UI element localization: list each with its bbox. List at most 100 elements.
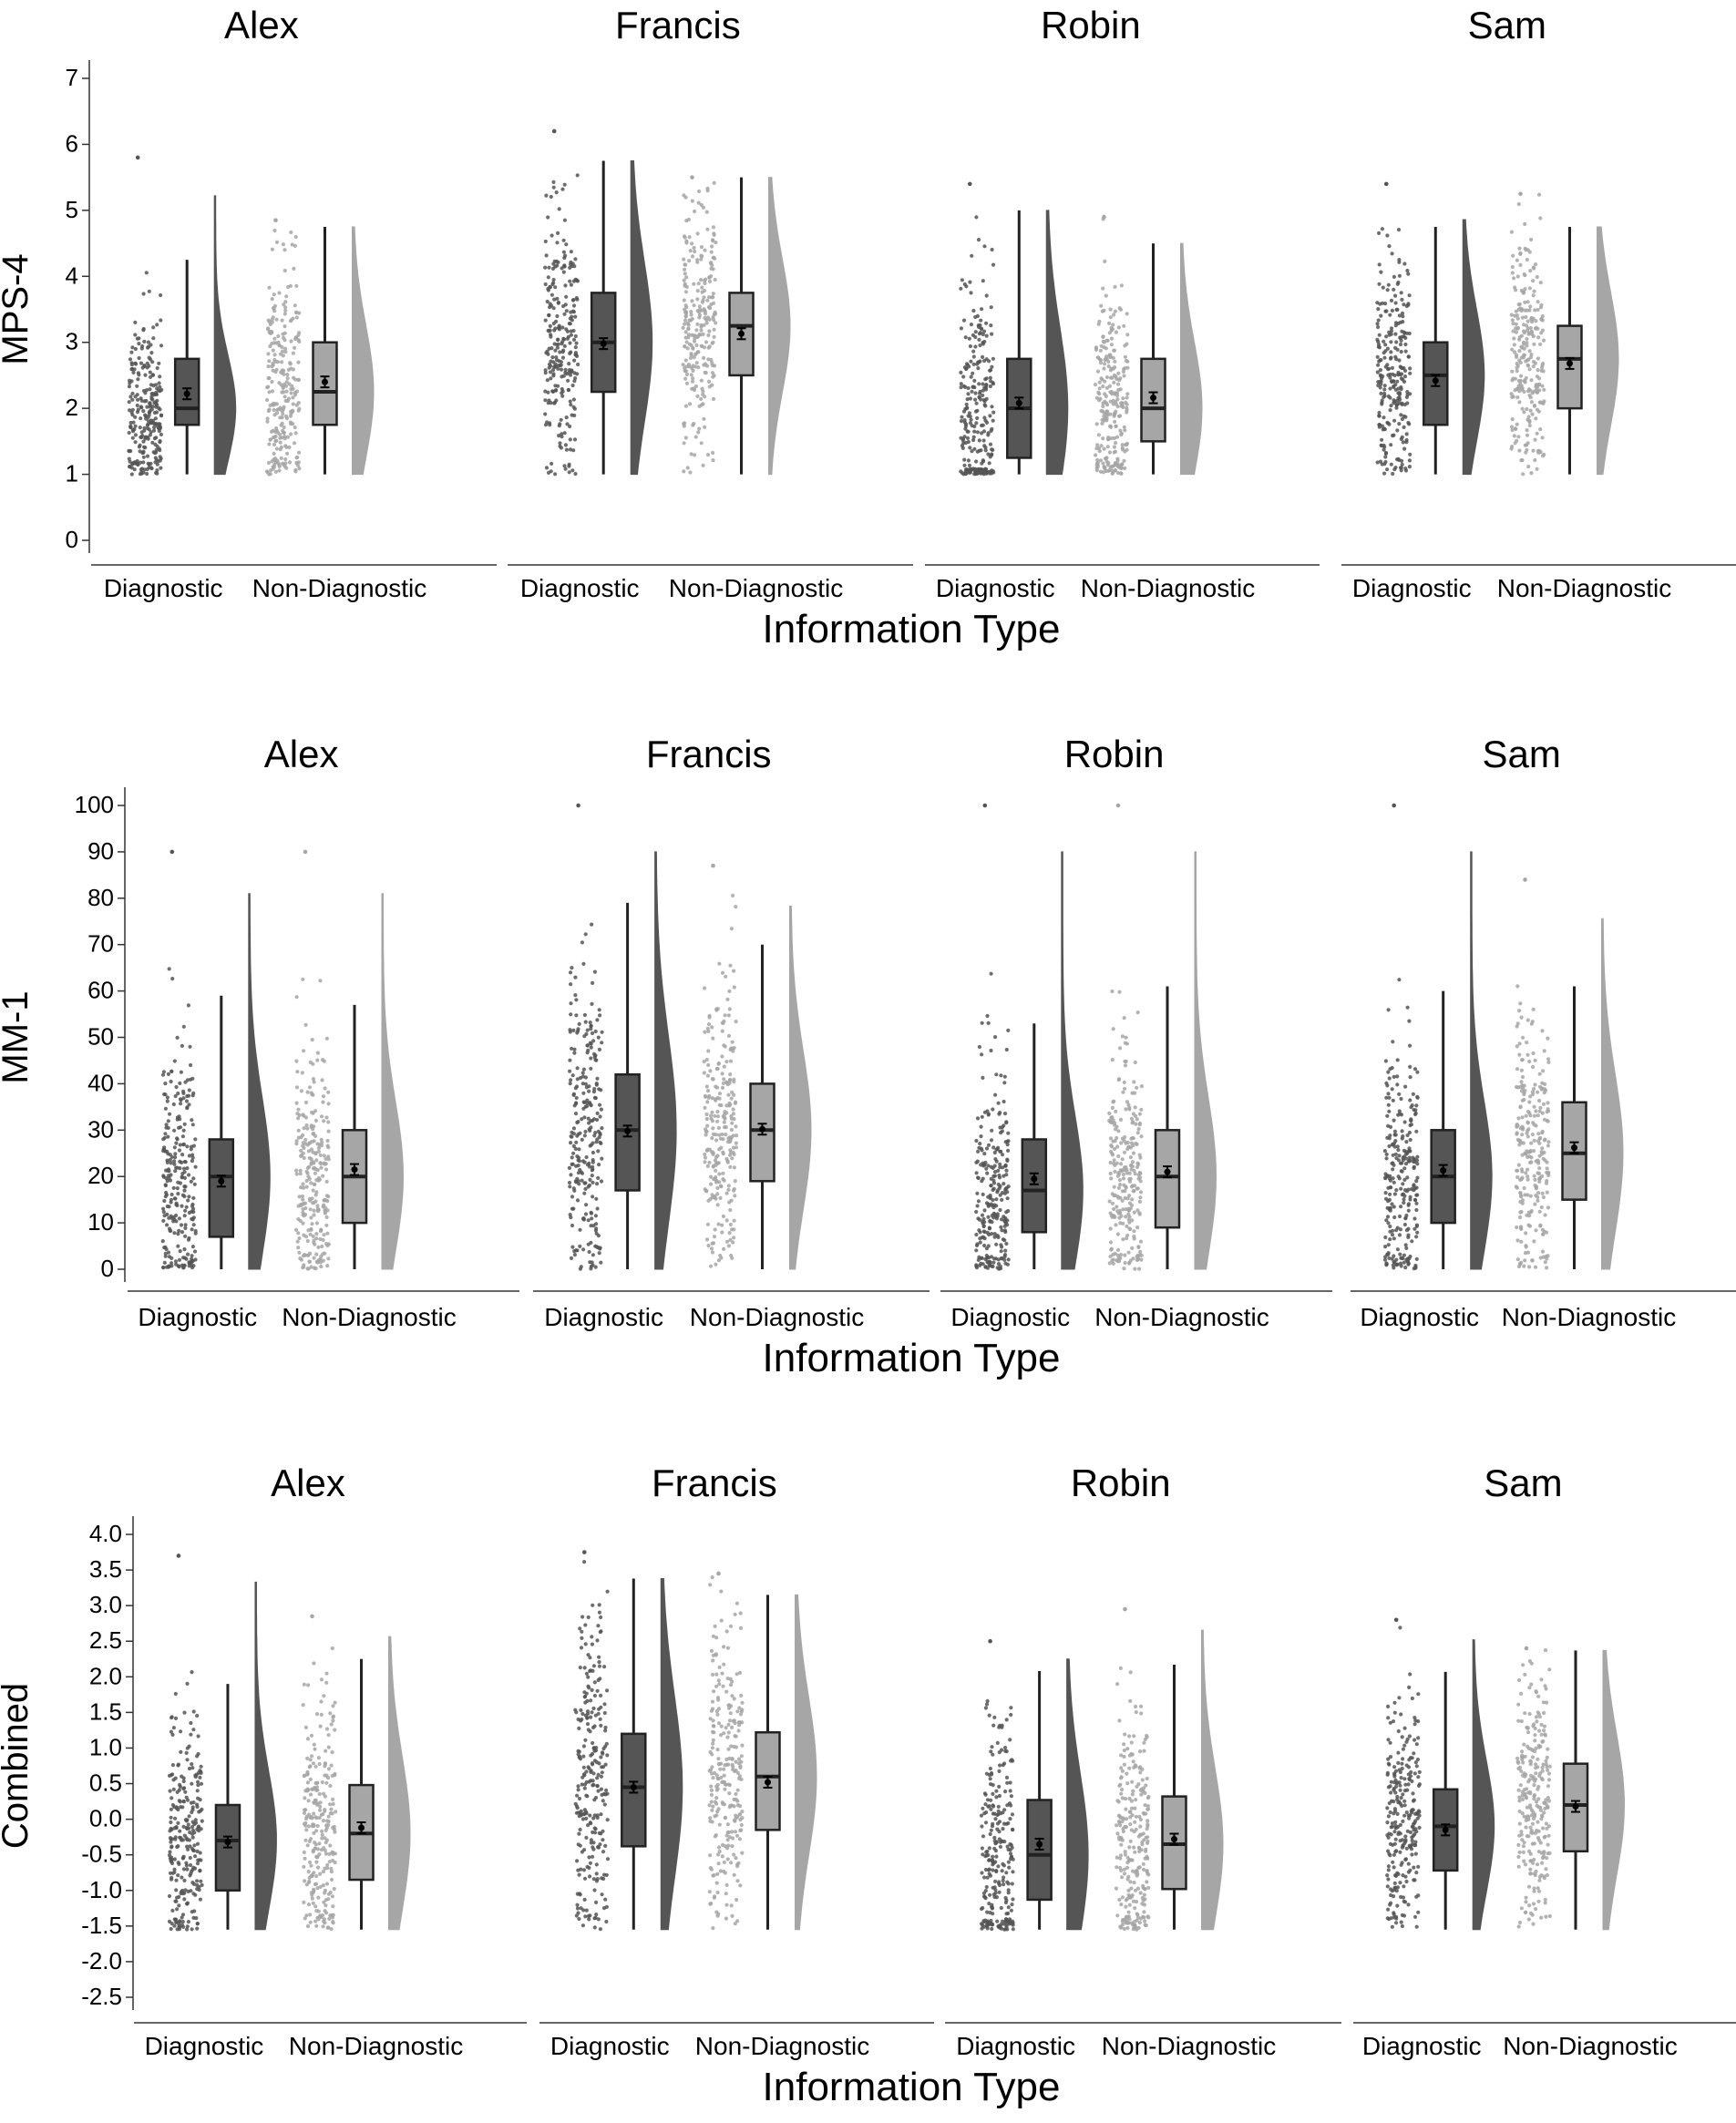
data-point — [692, 355, 696, 360]
density-cloud — [1470, 851, 1493, 1270]
data-point — [151, 428, 157, 433]
data-point — [294, 1168, 299, 1173]
data-point — [1520, 1115, 1525, 1120]
data-point — [1383, 349, 1388, 354]
data-point — [307, 1839, 312, 1843]
data-point — [185, 1093, 190, 1099]
data-point — [975, 1116, 981, 1121]
data-point — [331, 1904, 335, 1909]
data-point — [560, 394, 565, 398]
data-point — [315, 1058, 320, 1062]
data-point — [137, 342, 141, 346]
data-point — [198, 1775, 202, 1779]
data-point — [600, 1041, 604, 1045]
data-point — [556, 231, 560, 235]
data-point — [1525, 441, 1530, 446]
data-point — [302, 1155, 306, 1160]
data-point — [599, 1107, 604, 1112]
data-point — [592, 1095, 598, 1100]
y-tick-label: 1 — [66, 460, 78, 487]
data-point — [135, 458, 139, 464]
data-point — [982, 444, 987, 448]
data-point — [543, 389, 548, 394]
data-point — [308, 1207, 313, 1212]
mean-point — [358, 1824, 365, 1831]
data-point — [1520, 1058, 1525, 1062]
data-point — [325, 1231, 330, 1236]
data-point — [282, 248, 287, 252]
data-point — [303, 1808, 307, 1812]
data-point — [1530, 1258, 1535, 1263]
data-point — [583, 1020, 588, 1024]
data-point — [1381, 285, 1385, 290]
data-point — [188, 1873, 192, 1878]
data-point — [140, 434, 145, 438]
data-point — [312, 1256, 316, 1260]
data-point — [322, 1154, 326, 1158]
data-point — [326, 1256, 331, 1261]
data-point — [711, 371, 715, 375]
data-point — [1125, 333, 1130, 337]
data-point — [154, 457, 159, 462]
data-point — [551, 277, 556, 282]
data-point — [1540, 328, 1546, 333]
data-point — [1131, 1151, 1136, 1155]
data-point — [293, 469, 298, 474]
data-point — [326, 1925, 331, 1930]
data-point — [143, 373, 148, 377]
data-point — [301, 1185, 306, 1190]
data-point — [187, 1814, 191, 1819]
data-point — [560, 266, 564, 271]
data-point — [302, 1145, 306, 1150]
data-point — [1412, 1188, 1416, 1193]
data-point — [695, 260, 700, 264]
data-point — [195, 1887, 200, 1892]
data-point — [329, 1722, 334, 1727]
data-point — [1536, 368, 1540, 373]
data-point — [978, 1230, 982, 1235]
data-point — [728, 1103, 733, 1107]
density-cloud — [352, 226, 375, 476]
data-point — [1115, 1135, 1119, 1141]
data-point — [1111, 355, 1115, 360]
data-point — [595, 1076, 600, 1081]
data-point — [703, 281, 707, 285]
data-point — [1379, 391, 1383, 395]
data-point — [302, 1864, 306, 1869]
data-point — [582, 1012, 588, 1018]
data-point — [592, 1055, 597, 1060]
data-point — [543, 371, 548, 375]
data-point — [149, 374, 153, 379]
y-tick-label: 6 — [66, 129, 78, 157]
data-point — [1108, 412, 1113, 416]
data-point — [731, 1112, 736, 1116]
data-point — [1123, 1253, 1127, 1257]
data-point — [549, 376, 553, 381]
data-point — [184, 1099, 190, 1103]
data-point — [726, 1187, 731, 1192]
data-point — [171, 1102, 176, 1107]
data-point — [581, 961, 586, 966]
data-point — [1515, 1168, 1519, 1173]
data-point — [181, 1024, 186, 1029]
data-point — [717, 1147, 722, 1152]
data-point — [187, 1088, 191, 1092]
data-point — [1528, 304, 1533, 309]
data-point — [1094, 346, 1099, 351]
data-point — [977, 448, 981, 453]
data-point — [1125, 410, 1129, 415]
data-point — [553, 472, 558, 477]
data-point — [189, 1732, 193, 1737]
data-point — [1095, 457, 1100, 462]
data-point — [571, 1126, 577, 1131]
data-point — [1532, 1104, 1536, 1109]
data-point — [307, 1085, 313, 1090]
data-point — [161, 1206, 166, 1211]
data-point — [1540, 401, 1545, 405]
data-point — [270, 320, 274, 324]
data-point — [179, 1749, 183, 1754]
data-point — [1382, 387, 1387, 392]
data-point — [299, 1202, 303, 1207]
data-point — [1119, 404, 1124, 408]
